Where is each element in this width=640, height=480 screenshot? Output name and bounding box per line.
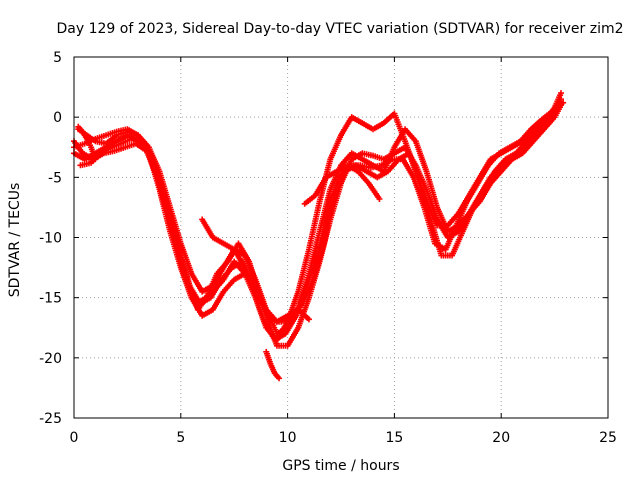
x-tick-label: 20 [492, 430, 510, 446]
series-markers [301, 162, 383, 207]
y-tick-label: 5 [53, 50, 62, 66]
y-tick-label: -10 [39, 231, 62, 247]
y-axis-label: SDTVAR / TECUs [7, 183, 23, 298]
chart-title: Day 129 of 2023, Sidereal Day-to-day VTE… [57, 21, 624, 37]
x-axis-label: GPS time / hours [282, 458, 399, 474]
y-tick-label: -20 [39, 351, 62, 367]
chart-ticks: 0 5 10 15 20 25 -25 -20 -15 -10 -5 0 5 [39, 50, 617, 446]
x-tick-label: 0 [70, 430, 79, 446]
series-markers [75, 123, 99, 163]
x-tick-label: 5 [176, 430, 185, 446]
y-tick-label: 0 [53, 110, 62, 126]
series-fragment-c [263, 348, 283, 382]
y-tick-label: -25 [39, 411, 62, 427]
y-tick-label: -15 [39, 291, 62, 307]
series-markers [263, 348, 283, 382]
series-fragment-b [301, 162, 383, 207]
series-fragment-d [75, 123, 99, 163]
y-tick-label: -5 [48, 170, 62, 186]
series-markers [199, 216, 312, 325]
x-tick-label: 15 [385, 430, 403, 446]
series-fragment-a [199, 216, 312, 325]
x-tick-label: 10 [279, 430, 297, 446]
x-tick-label: 25 [599, 430, 617, 446]
